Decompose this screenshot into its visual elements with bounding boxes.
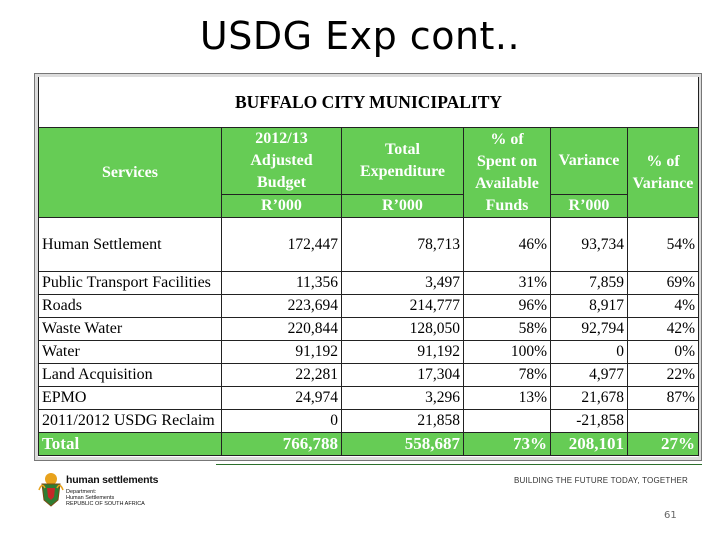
row-budget: 11,356: [221, 271, 342, 295]
row-expenditure: 78,713: [341, 217, 464, 272]
row-budget: 91,192: [221, 340, 342, 364]
row-variance: 0: [550, 340, 628, 364]
row-expenditure: 21,858: [341, 409, 464, 433]
header-variance: Variance: [550, 127, 628, 195]
row-pct-variance: 87%: [626, 386, 700, 410]
row-service: EPMO: [38, 386, 222, 410]
row-pct-spent: 13%: [463, 386, 551, 410]
footer-tagline: BUILDING THE FUTURE TODAY, TOGETHER: [514, 476, 688, 485]
row-budget: 223,694: [221, 294, 342, 318]
row-variance: 21,678: [550, 386, 628, 410]
row-pct-variance: 42%: [626, 317, 700, 341]
row-pct-variance: 0%: [626, 340, 700, 364]
total-expenditure: 558,687: [341, 432, 464, 456]
total-pct-variance: 27%: [626, 432, 700, 456]
row-service: Public Transport Facilities: [38, 271, 222, 295]
row-expenditure: 3,296: [341, 386, 464, 410]
row-budget: 22,281: [221, 363, 342, 387]
row-service: 2011/2012 USDG Reclaim: [38, 409, 222, 433]
header-services: Services: [38, 127, 222, 218]
row-variance: 7,859: [550, 271, 628, 295]
row-variance: 8,917: [550, 294, 628, 318]
row-pct-spent: 31%: [463, 271, 551, 295]
row-pct-spent: [463, 409, 551, 433]
logo-sub-line: REPUBLIC OF SOUTH AFRICA: [66, 501, 145, 507]
expenditure-table: BUFFALO CITY MUNICIPALITY Services 2012/…: [37, 77, 700, 456]
row-budget: 220,844: [221, 317, 342, 341]
row-pct-spent: 96%: [463, 294, 551, 318]
page-number: 61: [664, 510, 677, 521]
row-budget: 24,974: [221, 386, 342, 410]
header-variance-unit: R’000: [550, 194, 628, 218]
slide-title: USDG Exp cont..: [199, 14, 521, 58]
total-pct-spent: 73%: [463, 432, 551, 456]
row-service: Human Settlement: [38, 217, 222, 272]
row-pct-variance: 4%: [626, 294, 700, 318]
row-expenditure: 214,777: [341, 294, 464, 318]
total-label: Total: [38, 432, 222, 456]
header-expenditure: Total Expenditure: [341, 127, 464, 195]
row-pct-spent: 78%: [463, 363, 551, 387]
row-variance: 93,734: [550, 217, 628, 272]
row-pct-spent: 100%: [463, 340, 551, 364]
logo-name: human settlements: [66, 474, 159, 486]
row-expenditure: 17,304: [341, 363, 464, 387]
logo-sub-line: Human Settlements: [66, 495, 115, 501]
row-pct-variance: 54%: [626, 217, 700, 272]
row-variance: 92,794: [550, 317, 628, 341]
row-pct-spent: 46%: [463, 217, 551, 272]
row-service: Land Acquisition: [38, 363, 222, 387]
footer-rule: [216, 464, 702, 465]
row-pct-variance: 22%: [626, 363, 700, 387]
header-pct-spent: % of Spent on Available Funds: [463, 127, 551, 218]
row-variance: -21,858: [550, 409, 628, 433]
row-pct-variance: [626, 409, 700, 433]
row-expenditure: 128,050: [341, 317, 464, 341]
row-budget: 0: [221, 409, 342, 433]
total-variance: 208,101: [550, 432, 628, 456]
row-service: Waste Water: [38, 317, 222, 341]
logo-wordmark: human settlements Department: Human Sett…: [66, 474, 158, 507]
row-expenditure: 91,192: [341, 340, 464, 364]
header-budget: 2012/13 Adjusted Budget: [221, 127, 342, 195]
row-budget: 172,447: [221, 217, 342, 272]
table-title: BUFFALO CITY MUNICIPALITY: [37, 77, 700, 128]
row-variance: 4,977: [550, 363, 628, 387]
total-budget: 766,788: [221, 432, 342, 456]
row-service: Roads: [38, 294, 222, 318]
coat-of-arms-logo: [38, 473, 64, 507]
row-service: Water: [38, 340, 222, 364]
row-expenditure: 3,497: [341, 271, 464, 295]
header-expenditure-unit: R’000: [341, 194, 464, 218]
header-budget-unit: R’000: [221, 194, 342, 218]
row-pct-variance: 69%: [626, 271, 700, 295]
table-frame: BUFFALO CITY MUNICIPALITY Services 2012/…: [34, 73, 702, 461]
logo-sub-line: Department:: [66, 489, 97, 495]
row-pct-spent: 58%: [463, 317, 551, 341]
header-pct-variance: % of Variance: [626, 127, 700, 218]
